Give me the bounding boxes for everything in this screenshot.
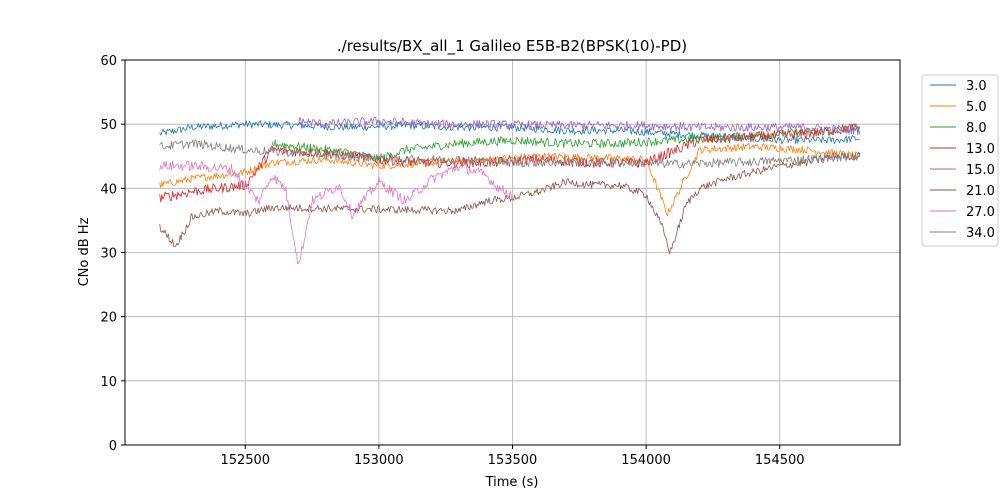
chart-title: ./results/BX_all_1 Galileo E5B-B2(BPSK(1… <box>337 37 687 56</box>
y-tick-label: 40 <box>100 182 117 197</box>
legend-entry: 34.0 <box>966 226 995 241</box>
legend-entry: 8.0 <box>966 121 987 136</box>
legend-entry: 27.0 <box>966 205 995 220</box>
y-tick-label: 50 <box>100 118 117 133</box>
y-tick-label: 10 <box>100 375 117 390</box>
series-layer <box>159 116 861 265</box>
grid <box>125 59 900 446</box>
legend-entry: 5.0 <box>966 100 987 115</box>
x-tick-label: 153000 <box>354 453 404 468</box>
y-axis-label: CNo dB Hz <box>77 217 92 286</box>
legend-entry: 15.0 <box>966 163 995 178</box>
legend-entry: 21.0 <box>966 184 995 199</box>
legend-entry: 3.0 <box>966 79 987 94</box>
x-tick-label: 153500 <box>488 453 538 468</box>
series-line-15-0 <box>298 116 861 136</box>
x-tick-label: 154000 <box>621 453 671 468</box>
y-tick-label: 60 <box>100 54 117 69</box>
y-tick-label: 20 <box>100 311 117 326</box>
series-line-34-0 <box>159 139 861 169</box>
legend-box <box>921 74 999 247</box>
series-line-27-0 <box>159 160 513 265</box>
x-axis-label: Time (s) <box>485 475 539 490</box>
series-line-21-0 <box>159 152 861 255</box>
y-tick-label: 30 <box>100 247 117 262</box>
y-axis: 0 10 20 30 40 50 60 <box>100 54 125 454</box>
x-tick-label: 152500 <box>220 453 270 468</box>
series-line-5-0 <box>159 143 861 217</box>
legend-entry: 13.0 <box>966 142 995 157</box>
x-tick-label: 154500 <box>755 453 805 468</box>
x-axis: 152500 153000 153500 154000 154500 <box>220 445 805 468</box>
legend: 3.0 5.0 8.0 13.0 15.0 21.0 27.0 34.0 <box>921 74 999 247</box>
y-tick-label: 0 <box>109 439 117 454</box>
